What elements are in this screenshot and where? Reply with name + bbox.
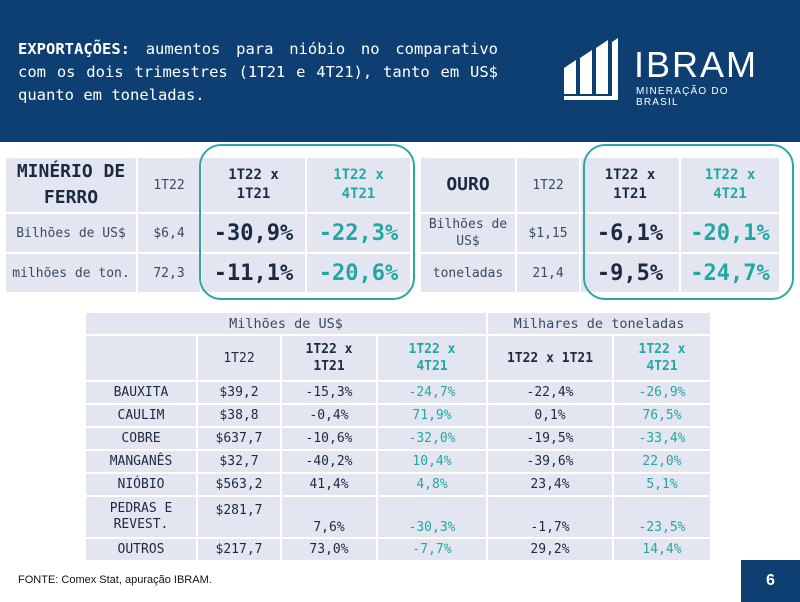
gold-col-period: 1T22 [517,158,579,212]
usd-vs-4t21: 10,4% [378,451,486,472]
usd-vs-1t21: 73,0% [282,539,376,560]
col-tons-vs-4t21: 1T22 x 4T21 [614,336,710,380]
gold-row-vs-4t21: -24,7% [681,254,779,292]
mineral-name: MANGANÊS [86,451,196,472]
mineral-value: $217,7 [198,539,280,560]
logo-subtitle: MINERAÇÃO DO BRASIL [636,86,729,108]
gold-row-vs-1t21: -9,5% [581,254,679,292]
tons-vs-1t21: -39,6% [488,451,612,472]
gold-col-vs-4t21: 1T22 x 4T21 [681,158,779,212]
usd-vs-1t21: -10,6% [282,428,376,449]
usd-vs-4t21: -30,3% [378,497,486,537]
table-row: BAUXITA $39,2 -15,3% -24,7% -22,4% -26,9… [86,382,710,403]
tons-vs-4t21: -33,4% [614,428,710,449]
iron-highlight-oval [199,144,415,300]
page-number: 6 [741,560,800,602]
tons-vs-4t21: 22,0% [614,451,710,472]
iron-ore-title: MINÉRIO DE FERRO [6,158,136,212]
mineral-name: NIÓBIO [86,474,196,495]
iron-col-vs-1t21: 1T22 x 1T21 [202,158,305,212]
usd-vs-4t21: 4,8% [378,474,486,495]
title-text: aumentos para nióbio no comparativo com … [18,40,498,104]
slide-title: EXPORTAÇÕES: aumentos para nióbio no com… [18,38,498,107]
usd-vs-4t21: -24,7% [378,382,486,403]
usd-vs-1t21: 7,6% [282,497,376,537]
mineral-name: CAULIM [86,405,196,426]
tons-vs-4t21: -23,5% [614,497,710,537]
usd-vs-4t21: 71,9% [378,405,486,426]
mineral-name: OUTROS [86,539,196,560]
gold-highlight-oval [583,144,794,300]
col-period: 1T22 [198,336,280,380]
group-header-usd: Milhões de US$ [86,313,486,334]
mineral-value: $39,2 [198,382,280,403]
gold-row-value: $1,15 [517,214,579,252]
gold-row-label: toneladas [421,254,515,292]
iron-col-period: 1T22 [138,158,200,212]
usd-vs-1t21: 41,4% [282,474,376,495]
mineral-value: $32,7 [198,451,280,472]
source-note: FONTE: Comex Stat, apuração IBRAM. [18,574,212,586]
usd-vs-1t21: -15,3% [282,382,376,403]
mineral-value: $637,7 [198,428,280,449]
table-row: NIÓBIO $563,2 41,4% 4,8% 23,4% 5,1% [86,474,710,495]
ibram-logo-icon [564,38,618,100]
gold-col-vs-1t21: 1T22 x 1T21 [581,158,679,212]
iron-row-value: $6,4 [138,214,200,252]
tons-vs-1t21: 23,4% [488,474,612,495]
gold-table: OURO 1T22 1T22 x 1T21 1T22 x 4T21 Bilhõe… [419,156,781,294]
logo-wordmark: IBRAM [634,44,759,85]
header-band: EXPORTAÇÕES: aumentos para nióbio no com… [0,0,800,142]
iron-row-label: milhões de ton. [6,254,136,292]
iron-col-vs-4t21: 1T22 x 4T21 [307,158,410,212]
iron-row-vs-1t21: -30,9% [202,214,305,252]
usd-vs-1t21: -40,2% [282,451,376,472]
mineral-name: COBRE [86,428,196,449]
corner-cell [86,336,196,380]
mineral-name: PEDRAS E REVEST. [86,497,196,537]
tons-vs-4t21: 14,4% [614,539,710,560]
tons-vs-4t21: -26,9% [614,382,710,403]
gold-row-vs-4t21: -20,1% [681,214,779,252]
title-bold: EXPORTAÇÕES: [18,40,130,58]
mineral-value: $281,7 [198,497,280,537]
table-row: COBRE $637,7 -10,6% -32,0% -19,5% -33,4% [86,428,710,449]
iron-ore-table: MINÉRIO DE FERRO 1T22 1T22 x 1T21 1T22 x… [4,156,412,294]
gold-title: OURO [421,158,515,212]
iron-row-vs-4t21: -20,6% [307,254,410,292]
col-usd-vs-4t21: 1T22 x 4T21 [378,336,486,380]
iron-row-vs-4t21: -22,3% [307,214,410,252]
tons-vs-1t21: 29,2% [488,539,612,560]
table-row: PEDRAS E REVEST. $281,7 7,6% -30,3% -1,7… [86,497,710,537]
gold-row-label: Bilhões de US$ [421,214,515,252]
iron-row-value: 72,3 [138,254,200,292]
col-tons-vs-1t21: 1T22 x 1T21 [488,336,612,380]
usd-vs-4t21: -7,7% [378,539,486,560]
ibram-logo: IBRAM MINERAÇÃO DO BRASIL [562,36,772,108]
tons-vs-1t21: -22,4% [488,382,612,403]
gold-row-value: 21,4 [517,254,579,292]
mineral-value: $38,8 [198,405,280,426]
table-row: MANGANÊS $32,7 -40,2% 10,4% -39,6% 22,0% [86,451,710,472]
col-usd-vs-1t21: 1T22 x 1T21 [282,336,376,380]
iron-row-vs-1t21: -11,1% [202,254,305,292]
mineral-name: BAUXITA [86,382,196,403]
minerals-detail-table: Milhões de US$ Milhares de toneladas 1T2… [84,311,712,562]
tons-vs-1t21: -1,7% [488,497,612,537]
group-header-tons: Milhares de toneladas [488,313,710,334]
mineral-value: $563,2 [198,474,280,495]
table-row: OUTROS $217,7 73,0% -7,7% 29,2% 14,4% [86,539,710,560]
usd-vs-1t21: -0,4% [282,405,376,426]
table-row: CAULIM $38,8 -0,4% 71,9% 0,1% 76,5% [86,405,710,426]
tons-vs-1t21: -19,5% [488,428,612,449]
gold-row-vs-1t21: -6,1% [581,214,679,252]
tons-vs-4t21: 76,5% [614,405,710,426]
iron-row-label: Bilhões de US$ [6,214,136,252]
usd-vs-4t21: -32,0% [378,428,486,449]
tons-vs-1t21: 0,1% [488,405,612,426]
tons-vs-4t21: 5,1% [614,474,710,495]
